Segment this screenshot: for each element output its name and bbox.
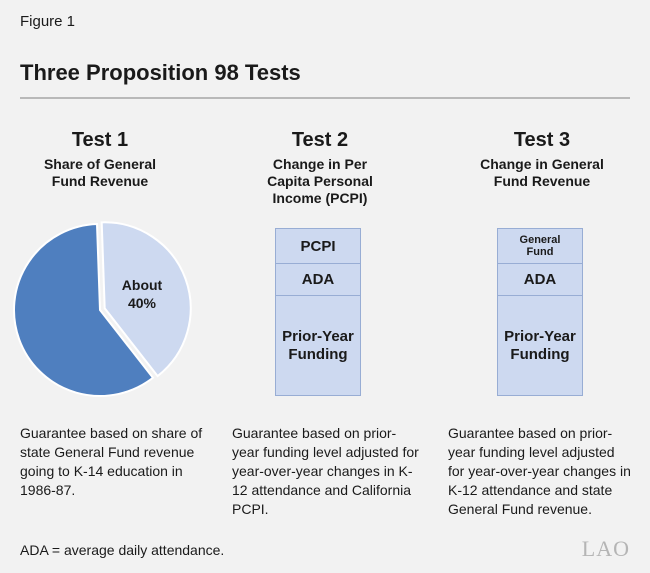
test-3-subheading-line-1: Change in General bbox=[480, 156, 604, 172]
test-2-stack: PCPI ADA Prior-Year Funding bbox=[275, 228, 361, 396]
test-1-subheading-line-2: Fund Revenue bbox=[51, 173, 149, 189]
pie-label-line-1: About bbox=[122, 277, 163, 293]
test-2-header: Test 2 Change in Per Capita Personal Inc… bbox=[220, 128, 420, 207]
lao-logo: LAO bbox=[581, 536, 630, 561]
test-2-subheading: Change in Per Capita Personal Income (PC… bbox=[220, 156, 420, 207]
test-3-subheading-line-2: Fund Revenue bbox=[493, 173, 591, 189]
test-1-pie-chart: About 40% bbox=[13, 221, 192, 397]
test-3-segment-general-fund: General Fund bbox=[497, 228, 583, 264]
test-3-header: Test 3 Change in General Fund Revenue bbox=[442, 128, 642, 190]
test-2-description: Guarantee based on prior-year funding le… bbox=[232, 425, 419, 517]
test-3-segment-ada: ADA bbox=[497, 264, 583, 296]
pie-slice-about-40 bbox=[100, 221, 192, 378]
figure-title: Three Proposition 98 Tests bbox=[20, 60, 301, 85]
test-2-segment-prior-year-funding: Prior-Year Funding bbox=[275, 296, 361, 396]
test-3-subheading: Change in General Fund Revenue bbox=[442, 156, 642, 190]
test-2-segment-pcpi: PCPI bbox=[275, 228, 361, 264]
pie-label-line-2: 40% bbox=[128, 295, 157, 311]
figure-label: Figure 1 bbox=[20, 13, 76, 30]
test-3-description: Guarantee based on prior-year funding le… bbox=[448, 425, 631, 517]
title-divider bbox=[20, 97, 630, 99]
test-2-subheading-line-2: Capita Personal bbox=[267, 173, 373, 189]
test-1-header: Test 1 Share of General Fund Revenue bbox=[0, 128, 200, 190]
test-2-subheading-line-3: Income (PCPI) bbox=[272, 190, 368, 206]
test-1-heading: Test 1 bbox=[71, 129, 129, 151]
test-1-subheading: Share of General Fund Revenue bbox=[0, 156, 200, 190]
test-2-heading: Test 2 bbox=[291, 129, 349, 151]
test-3-stack: General Fund ADA Prior-Year Funding bbox=[497, 228, 583, 396]
test-1-description: Guarantee based on share of state Genera… bbox=[20, 425, 203, 498]
test-1-subheading-line-1: Share of General bbox=[43, 156, 157, 172]
test-3-heading: Test 3 bbox=[513, 129, 571, 151]
footnote: ADA = average daily attendance. bbox=[20, 542, 225, 558]
pie-slice-remaining bbox=[13, 223, 155, 397]
test-2-segment-ada: ADA bbox=[275, 264, 361, 296]
test-3-segment-prior-year-funding: Prior-Year Funding bbox=[497, 296, 583, 396]
test-2-subheading-line-1: Change in Per bbox=[272, 156, 368, 172]
